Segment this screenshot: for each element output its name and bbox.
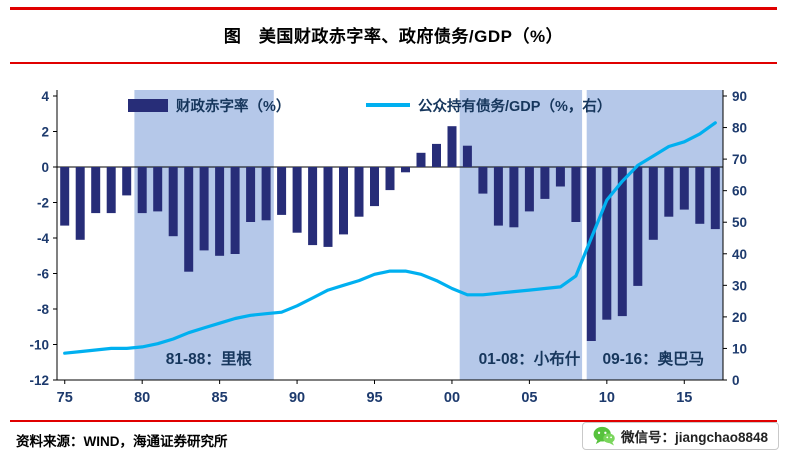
debt-line [63, 121, 717, 355]
x-axis-tick-label: 05 [521, 390, 537, 406]
right-axis-tick-label: 30 [732, 278, 747, 293]
x-axis-tick-label: 90 [289, 390, 305, 406]
legend-bar-swatch [128, 99, 168, 112]
deficit-bar [432, 143, 441, 167]
deficit-bar [277, 167, 287, 215]
title-red-rule [10, 62, 777, 64]
president-label: 09-16：奥巴马 [602, 349, 704, 368]
left-axis-tick-label: -2 [37, 196, 49, 211]
deficit-bar [710, 167, 720, 230]
wechat-icon [593, 426, 615, 446]
deficit-bar [540, 167, 550, 199]
left-axis-tick-label: -8 [37, 302, 49, 317]
deficit-bar [664, 167, 674, 217]
left-axis-tick-label: 4 [41, 89, 49, 104]
president-label: 01-08：小布什 [479, 349, 581, 368]
x-axis-tick-label: 75 [57, 390, 73, 406]
x-axis-tick-label: 80 [134, 390, 150, 406]
deficit-bar [617, 167, 627, 317]
x-axis-tick-label: 15 [676, 390, 692, 406]
right-axis-tick-label: 80 [732, 121, 747, 136]
deficit-bar [91, 167, 101, 214]
x-axis-tick-label: 00 [444, 390, 460, 406]
x-axis-tick-label: 95 [366, 390, 382, 406]
right-axis-tick-label: 10 [732, 341, 747, 356]
deficit-bar [695, 167, 705, 224]
wechat-watermark: 微信号：jiangchao8848 [581, 422, 779, 450]
left-axis-tick-label: -6 [37, 267, 49, 282]
deficit-bar [478, 167, 488, 194]
wechat-id-label: 微信号：jiangchao8848 [620, 430, 768, 445]
deficit-bar [385, 167, 395, 191]
left-axis-tick-label: -12 [29, 373, 49, 388]
deficit-bar [137, 167, 147, 214]
right-axis-tick-label: 0 [732, 373, 740, 388]
legend-line-label: 公众持有债务/GDP（%，右） [418, 97, 611, 115]
deficit-bar [168, 167, 178, 237]
deficit-bar [122, 167, 132, 196]
deficit-bar [246, 167, 256, 222]
left-axis-tick-label: 2 [41, 125, 49, 140]
president-label: 81-88：里根 [166, 349, 253, 368]
right-axis-tick-label: 50 [732, 215, 747, 230]
chart-area: 4 2 0 -2 -4 -6 -8 -10 -12 90 80 70 60 50 40 30 20 10 0 75 80… [0, 66, 787, 414]
deficit-bar [586, 167, 596, 341]
deficit-bar [184, 167, 194, 272]
deficit-bar [602, 167, 612, 320]
deficit-bar [370, 167, 379, 207]
right-axis-tick-label: 20 [732, 310, 747, 325]
footer-red-rule [10, 420, 777, 422]
deficit-bar [339, 167, 348, 235]
deficit-bar [106, 167, 116, 214]
deficit-bar [323, 167, 333, 247]
deficit-bar [679, 167, 689, 210]
deficit-bar [215, 167, 225, 256]
left-axis-tick-label: -10 [29, 338, 49, 353]
x-axis-tick-label: 10 [599, 390, 615, 406]
right-axis-tick-label: 70 [732, 152, 747, 167]
deficit-bar [416, 152, 426, 167]
deficit-bar [292, 167, 302, 233]
top-red-rule [10, 7, 777, 10]
deficit-bar [524, 167, 534, 212]
president-band [459, 90, 583, 380]
deficit-bar [462, 145, 472, 167]
deficit-bar [153, 167, 163, 212]
deficit-bar [447, 126, 457, 167]
deficit-bar [509, 167, 519, 228]
deficit-bar [493, 167, 503, 226]
deficit-bar [308, 167, 318, 246]
left-axis-tick-label: -4 [37, 231, 49, 246]
left-axis-tick-label: 0 [41, 160, 49, 175]
deficit-bar [230, 167, 240, 254]
deficit-bar [633, 167, 643, 286]
deficit-bar [199, 167, 209, 251]
deficit-bar [75, 167, 85, 240]
x-axis-tick-label: 85 [212, 390, 228, 406]
deficit-bar [555, 167, 565, 187]
deficit-bar [261, 167, 271, 221]
legend-bar-label: 财政赤字率（%） [176, 97, 290, 115]
chart-title: 图 美国财政赤字率、政府债务/GDP（%） [223, 27, 564, 46]
right-axis-tick-label: 60 [732, 184, 747, 199]
source-note: 资料来源：WIND，海通证券研究所 [16, 434, 228, 449]
deficit-bar [354, 167, 364, 217]
deficit-bar [571, 167, 581, 222]
right-axis-tick-label: 40 [732, 247, 747, 262]
deficit-bar [648, 167, 658, 240]
deficit-bar [60, 167, 70, 226]
right-axis-tick-label: 90 [732, 89, 747, 104]
deficit-bar [401, 167, 410, 173]
